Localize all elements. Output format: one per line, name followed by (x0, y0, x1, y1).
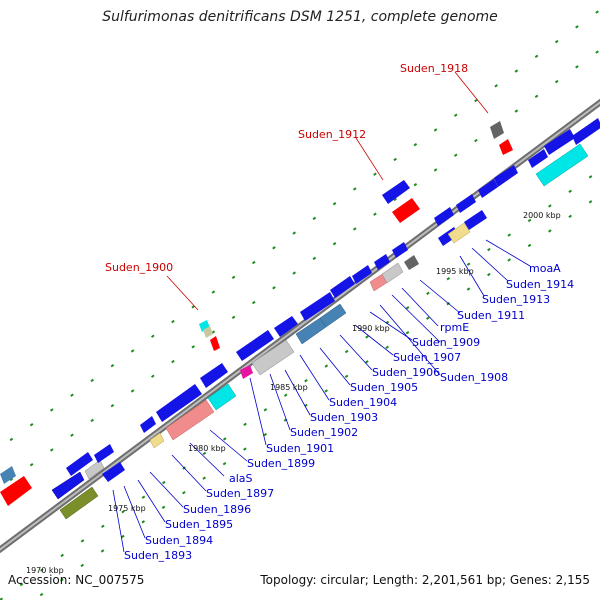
gene-feature (464, 210, 487, 230)
gene-label: Suden_1913 (482, 293, 550, 306)
gene-feature (330, 276, 355, 298)
genome-backbone (0, 98, 600, 554)
gene-label: Suden_1895 (165, 518, 233, 531)
highlighted-gene-labels: Suden_1900 Suden_1912 Suden_1918 (105, 62, 468, 274)
gene-feature (499, 139, 513, 155)
gene-label: Suden_1896 (183, 503, 251, 516)
gene-feature (207, 383, 237, 411)
gene-label: Suden_1902 (290, 426, 358, 439)
gene-feature (392, 242, 408, 258)
label-leaders (112, 71, 531, 553)
gene-label: Suden_1893 (124, 549, 192, 562)
gene-feature (140, 416, 156, 433)
gene-feature (156, 384, 202, 422)
gene-feature (251, 339, 295, 376)
scale-label: 1975 kbp (108, 504, 146, 513)
map-title: Sulfurimonas denitrificans DSM 1251, com… (102, 9, 498, 25)
genome-summary-text: Topology: circular; Length: 2,201,561 bp… (260, 573, 590, 587)
gene-feature (456, 194, 476, 213)
gene-feature (59, 486, 99, 520)
gene-feature (528, 149, 548, 168)
highlight-label-suden-1900: Suden_1900 (105, 261, 173, 274)
gene-feature (490, 121, 504, 139)
gene-feature (200, 363, 228, 388)
gene-feature (94, 444, 114, 463)
accession-text: Accession: NC_007575 (8, 573, 145, 587)
gene-feature (0, 476, 32, 506)
gene-feature (404, 255, 419, 270)
gene-label: alaS (229, 472, 253, 485)
gene-feature (84, 459, 105, 480)
gene-label: rpmE (440, 321, 469, 334)
gene-label: Suden_1904 (329, 396, 397, 409)
gene-feature (535, 143, 589, 187)
gene-feature (300, 292, 335, 321)
gene-feature (572, 118, 600, 145)
scale-label: 1995 kbp (436, 267, 474, 276)
gene-feature (203, 326, 213, 338)
gene-feature (102, 462, 125, 482)
gene-feature (374, 254, 390, 270)
gene-label: moaA (529, 262, 561, 275)
gene-feature (494, 165, 518, 187)
gene-feature (381, 262, 404, 284)
gene-feature (165, 399, 215, 441)
gene-feature (478, 179, 498, 198)
gene-label: Suden_1911 (457, 309, 525, 322)
gene-feature (210, 336, 220, 351)
gene-label: Suden_1899 (247, 457, 315, 470)
gene-feature (392, 198, 420, 223)
gene-label: Suden_1901 (266, 442, 334, 455)
gene-label: Suden_1906 (372, 366, 440, 379)
gene-feature (544, 129, 575, 155)
gene-feature (447, 222, 471, 244)
scale-label: 1990 kbp (352, 324, 390, 333)
gene-label: Suden_1903 (310, 411, 378, 424)
gene-label: Suden_1908 (440, 371, 508, 384)
gene-label: Suden_1897 (206, 487, 274, 500)
gene-label: Suden_1894 (145, 534, 213, 547)
gene-feature (0, 466, 16, 484)
gene-label: Suden_1907 (393, 351, 461, 364)
gene-feature (352, 265, 372, 284)
gene-feature (434, 207, 454, 226)
gene-label: Suden_1905 (350, 381, 418, 394)
scale-label: 1970 kbp (26, 566, 64, 575)
highlight-label-suden-1918: Suden_1918 (400, 62, 468, 75)
scale-label: 1985 kbp (270, 383, 308, 392)
forward-strand-genes (0, 118, 600, 520)
gene-feature (236, 330, 274, 361)
gene-feature (274, 316, 298, 337)
gene-feature (319, 303, 347, 328)
gene-feature (240, 365, 253, 379)
scale-labels: 1970 kbp 1975 kbp 1980 kbp 1985 kbp 1990… (26, 211, 561, 575)
scale-label: 2000 kbp (523, 211, 561, 220)
gene-feature (51, 471, 85, 500)
gene-feature (66, 452, 93, 476)
gene-feature (382, 180, 410, 204)
track-guides (0, 9, 600, 600)
gene-labels: Suden_1893 Suden_1894 Suden_1895 Suden_1… (124, 262, 574, 562)
scale-label: 1980 kbp (188, 444, 226, 453)
highlight-label-suden-1912: Suden_1912 (298, 128, 366, 141)
gene-feature (149, 432, 165, 449)
gene-label: Suden_1914 (506, 278, 574, 291)
gene-label: Suden_1909 (412, 336, 480, 349)
